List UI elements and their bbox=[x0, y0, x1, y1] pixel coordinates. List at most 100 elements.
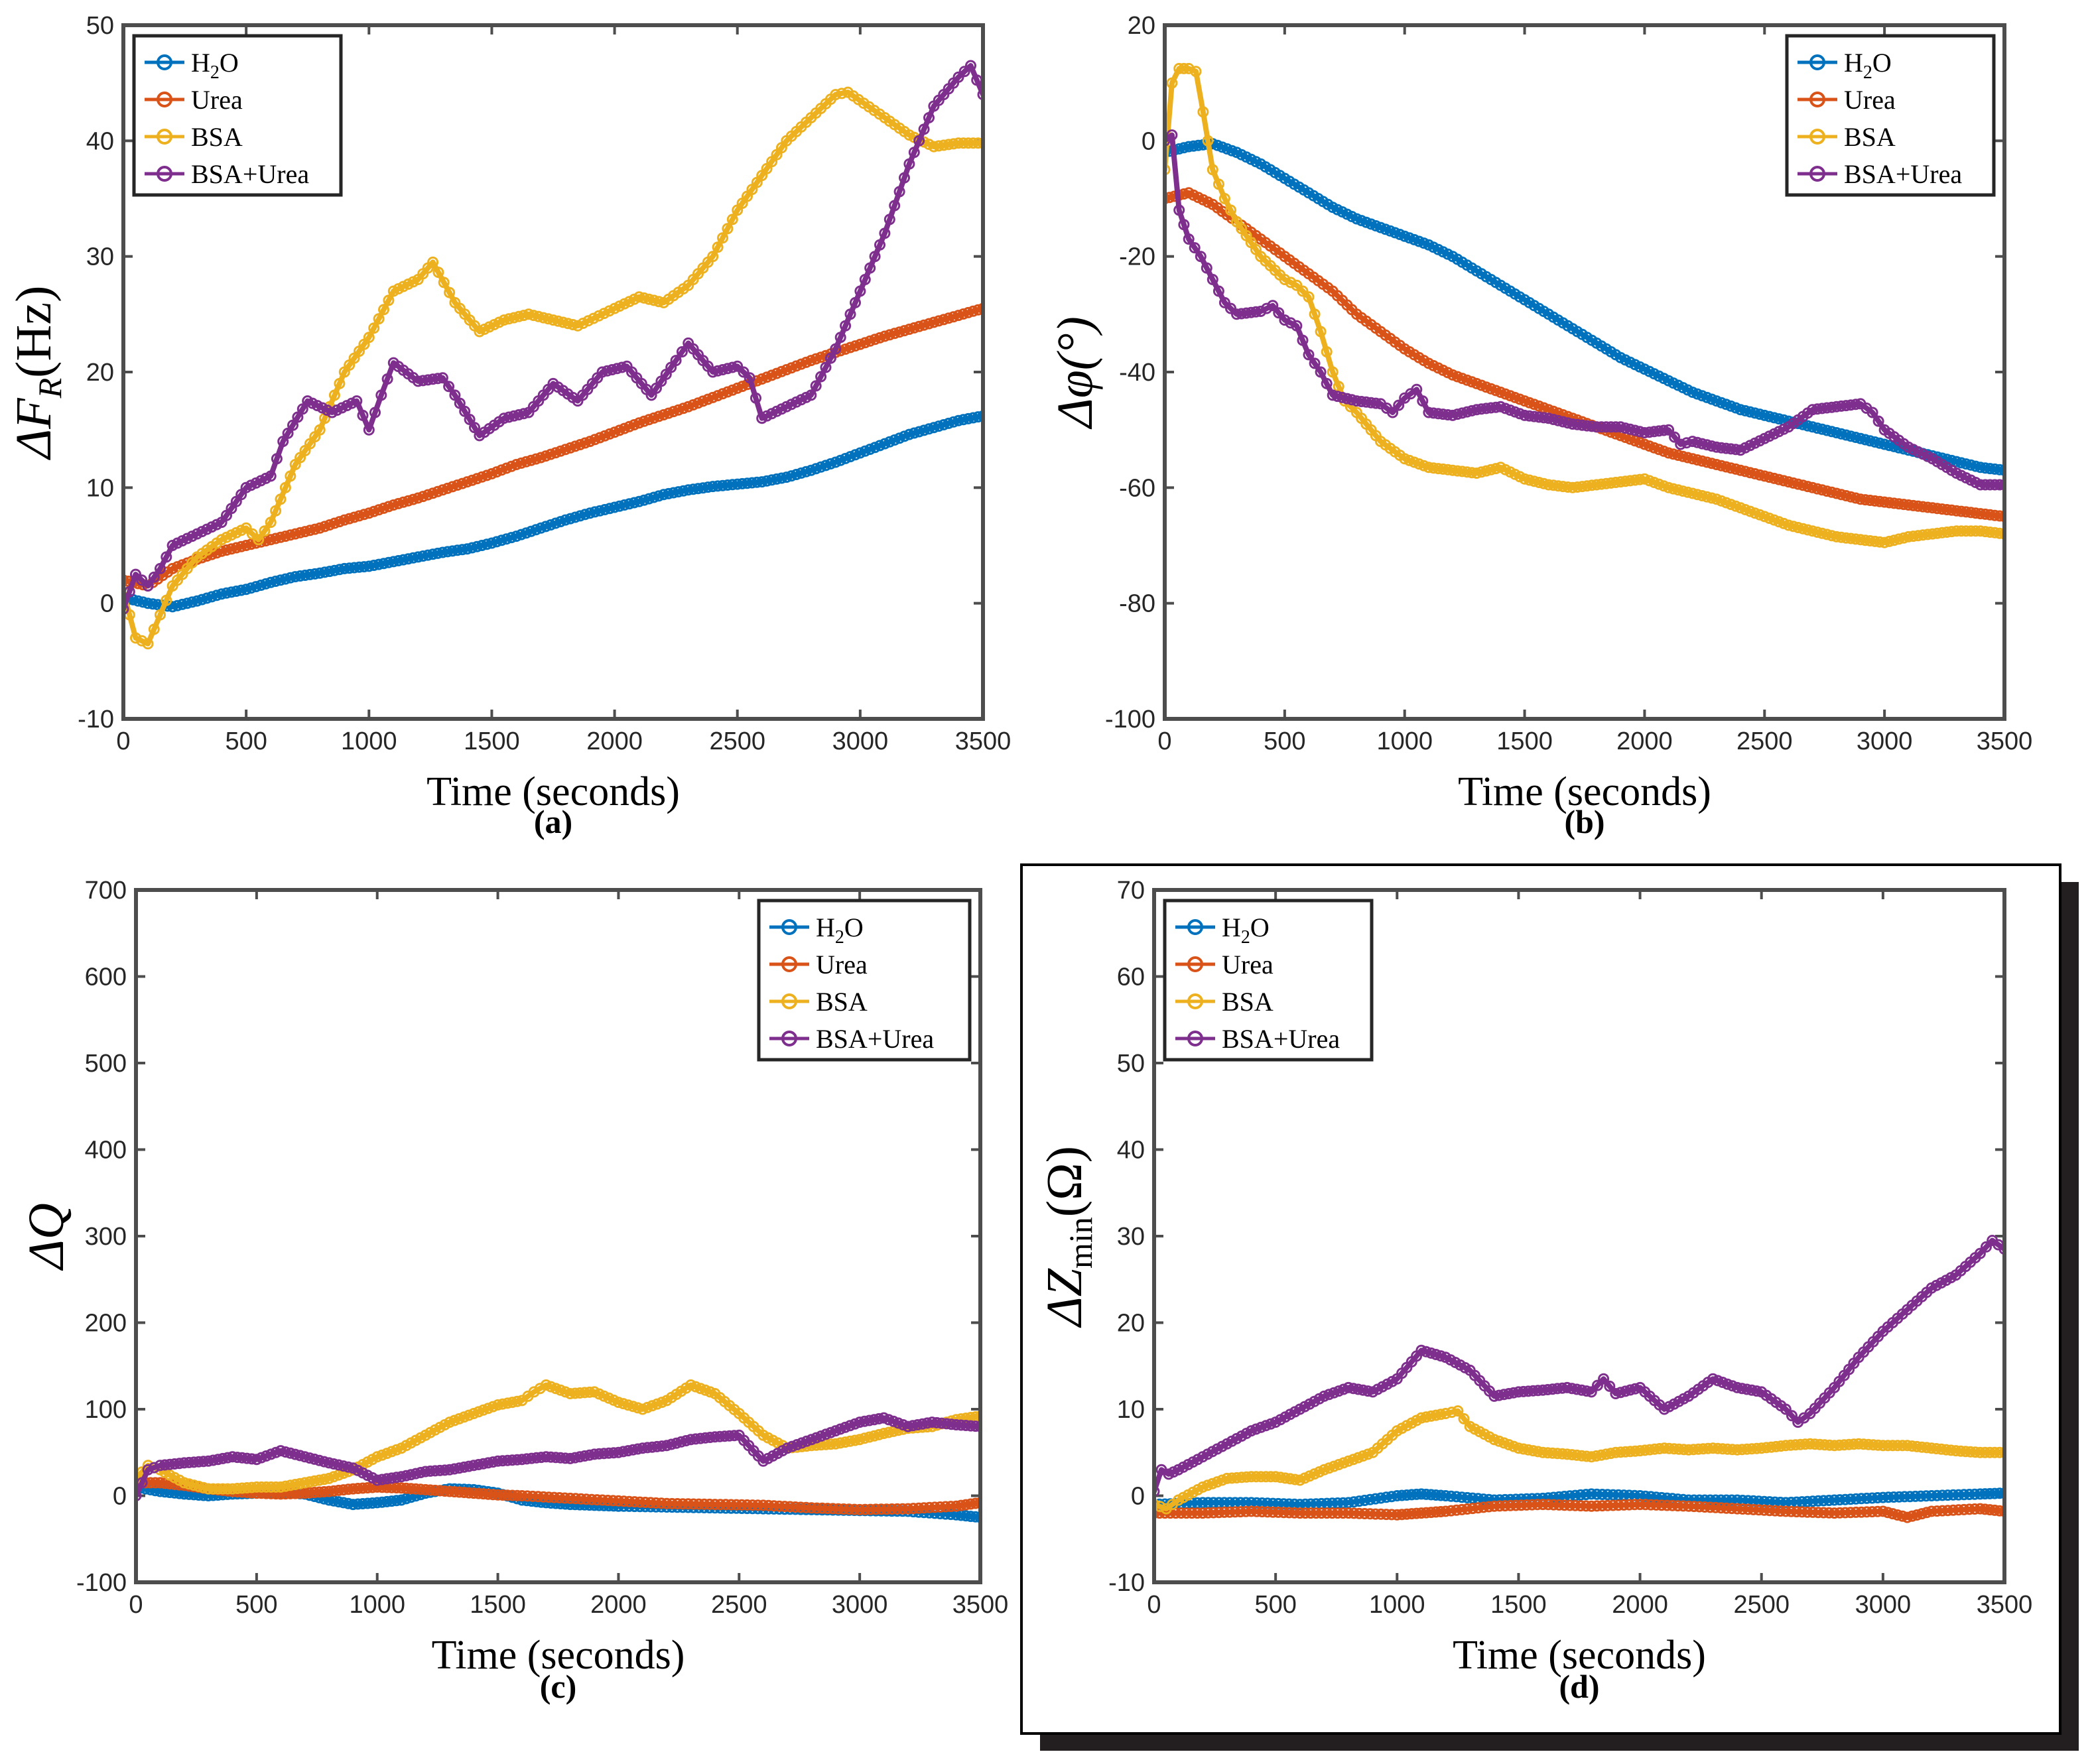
data-point bbox=[781, 472, 793, 483]
x-tick-label: 2000 bbox=[586, 727, 643, 755]
data-point bbox=[265, 534, 277, 546]
data-point bbox=[1212, 178, 1224, 190]
data-point bbox=[446, 481, 458, 493]
x-tick-label: 0 bbox=[1147, 1591, 1161, 1619]
data-point bbox=[161, 594, 172, 606]
data-point bbox=[658, 409, 670, 420]
data-point bbox=[800, 1501, 812, 1513]
data-point bbox=[1191, 1507, 1203, 1519]
data-point bbox=[444, 286, 456, 298]
data-point bbox=[1267, 300, 1279, 312]
data-point bbox=[977, 302, 983, 314]
data-point bbox=[1514, 393, 1526, 405]
data-point bbox=[442, 482, 454, 494]
data-point bbox=[648, 491, 660, 503]
data-point bbox=[1197, 1497, 1209, 1509]
data-point bbox=[655, 1497, 667, 1509]
data-point bbox=[1208, 1507, 1219, 1519]
data-point bbox=[1958, 1489, 1970, 1501]
data-point bbox=[328, 389, 340, 401]
data-point bbox=[1807, 1506, 1819, 1518]
data-point bbox=[540, 450, 552, 462]
data-point bbox=[1866, 407, 1878, 418]
data-point bbox=[1225, 302, 1236, 314]
data-point bbox=[579, 437, 591, 449]
data-point bbox=[1855, 1493, 1867, 1505]
data-point bbox=[230, 542, 242, 554]
x-tick-label: 0 bbox=[129, 1591, 143, 1619]
data-point bbox=[363, 507, 375, 519]
data-point bbox=[604, 503, 616, 515]
data-point bbox=[907, 1503, 919, 1515]
data-point bbox=[1542, 1499, 1554, 1511]
data-point bbox=[945, 1509, 956, 1521]
data-point bbox=[834, 1423, 846, 1435]
data-point bbox=[933, 315, 945, 327]
data-point bbox=[1936, 1489, 1948, 1501]
chart-panel-d: 0 500 1000 1500 2000 2500 3000 3500-10010203040… bbox=[1037, 877, 2032, 1705]
data-point bbox=[1375, 1508, 1387, 1520]
y-axis-title: ΔFR(Hz) bbox=[6, 286, 68, 461]
data-point bbox=[1218, 296, 1230, 308]
series-markers-bsa_urea bbox=[136, 1412, 980, 1501]
legend-swatch-marker bbox=[157, 92, 172, 107]
data-point bbox=[795, 467, 807, 479]
data-point bbox=[1807, 1495, 1819, 1507]
data-point bbox=[454, 397, 466, 409]
data-point bbox=[181, 598, 193, 609]
data-point bbox=[338, 514, 350, 526]
data-point bbox=[707, 251, 719, 263]
data-point bbox=[1726, 1503, 1738, 1515]
data-point bbox=[1451, 1504, 1463, 1516]
data-point bbox=[643, 293, 655, 305]
data-point bbox=[1218, 193, 1230, 204]
data-point bbox=[918, 319, 930, 331]
x-axis-title: Time (seconds) bbox=[1458, 769, 1711, 814]
data-point bbox=[525, 525, 537, 537]
data-point bbox=[874, 239, 885, 251]
data-point bbox=[287, 419, 298, 431]
data-point bbox=[771, 367, 783, 379]
data-point bbox=[622, 1399, 634, 1411]
data-point bbox=[1289, 1507, 1301, 1519]
data-point bbox=[449, 389, 461, 401]
data-point bbox=[1981, 1241, 1992, 1253]
axes-box bbox=[1152, 888, 2006, 1584]
data-point bbox=[594, 505, 606, 517]
legend-label: Urea bbox=[816, 950, 868, 979]
data-point bbox=[1267, 1506, 1279, 1518]
data-point bbox=[744, 372, 755, 384]
data-point bbox=[811, 1502, 822, 1514]
y-tick-label: 30 bbox=[1117, 1223, 1145, 1251]
data-point bbox=[683, 1498, 694, 1510]
x-tick-label: 3500 bbox=[1977, 727, 2033, 755]
data-point bbox=[883, 329, 895, 341]
data-point bbox=[1291, 279, 1303, 291]
data-point bbox=[1969, 1488, 1981, 1500]
y-axis-title: ΔQ bbox=[19, 1203, 74, 1271]
data-point bbox=[1845, 1493, 1857, 1505]
data-point bbox=[552, 315, 564, 327]
data-point bbox=[1953, 1489, 1965, 1501]
data-point bbox=[478, 1404, 490, 1416]
data-point bbox=[1861, 1492, 1872, 1504]
data-point bbox=[1154, 1485, 1160, 1497]
data-point bbox=[1693, 1501, 1705, 1513]
data-point bbox=[840, 320, 852, 332]
data-point bbox=[1910, 1490, 1922, 1502]
data-point bbox=[1440, 1505, 1451, 1517]
data-point bbox=[1882, 1491, 1894, 1503]
data-point bbox=[908, 427, 920, 439]
data-point bbox=[166, 562, 178, 574]
data-point bbox=[1653, 478, 1665, 490]
data-point bbox=[879, 227, 891, 239]
data-point bbox=[1297, 285, 1309, 297]
data-point bbox=[1370, 1508, 1382, 1520]
data-point bbox=[889, 434, 901, 446]
data-point bbox=[607, 1495, 619, 1507]
data-point bbox=[1504, 1499, 1516, 1511]
data-point bbox=[1250, 1423, 1262, 1435]
data-point bbox=[123, 603, 129, 615]
